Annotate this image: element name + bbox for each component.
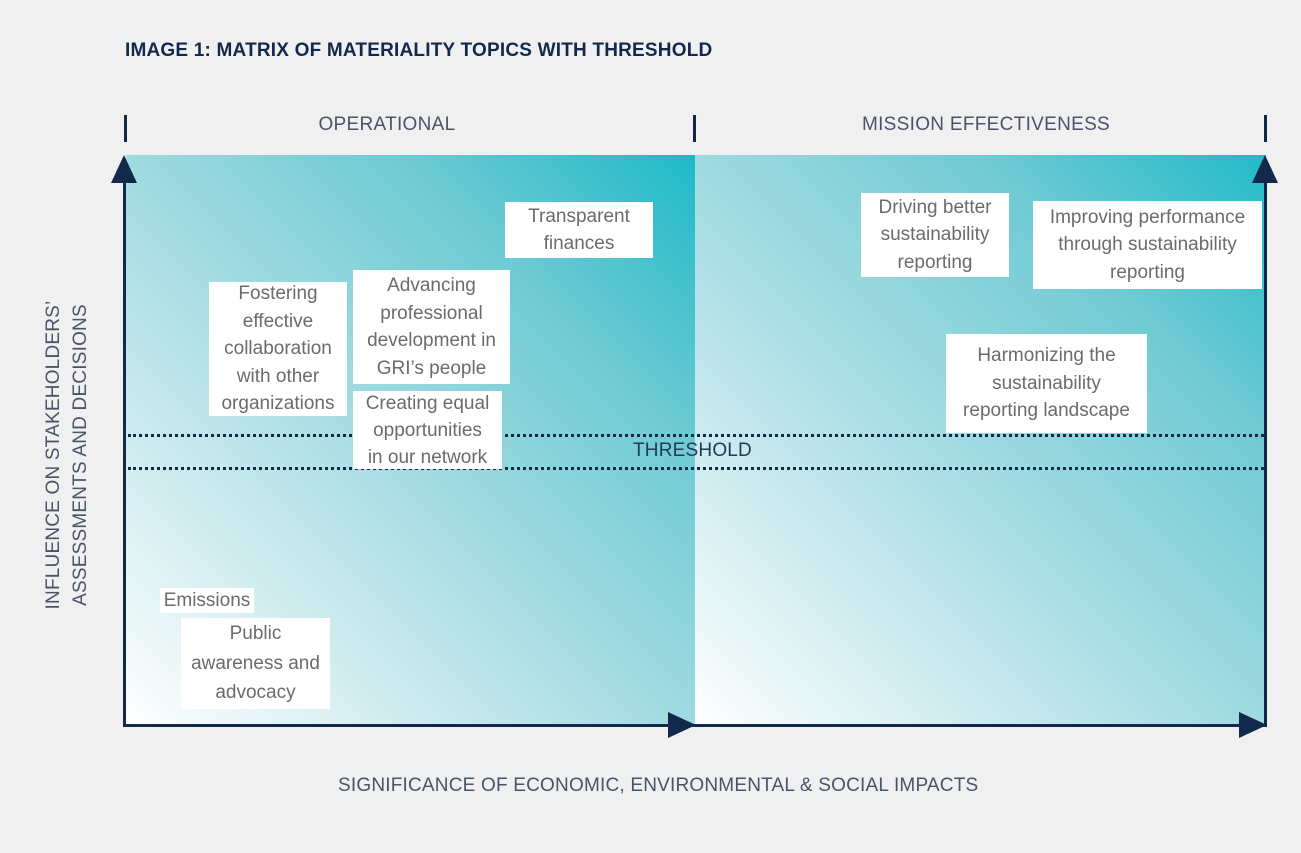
section-label-operational: OPERATIONAL [318,114,456,135]
topic-creating-equal-opportunities: Creating equal opportunities in our netw… [353,391,502,469]
section-tick-right [1264,115,1267,142]
y-axis-arrow-right-icon [1252,155,1278,183]
topic-transparent-finances: Transparent finances [505,202,653,258]
threshold-line-lower [128,467,1264,470]
y-axis-arrow-left-icon [111,155,137,183]
x-axis-arrow-middle-icon [668,712,696,738]
threshold-label: THRESHOLD [633,440,752,461]
diagram-title: IMAGE 1: MATRIX OF MATERIALITY TOPICS WI… [125,40,713,61]
topic-emissions: Emissions [160,588,254,613]
x-axis-label: SIGNIFICANCE OF ECONOMIC, ENVIRONMENTAL … [338,775,979,796]
topic-fostering-collaboration: Fostering effective collaboration with o… [209,282,347,416]
y-axis-line-right [1264,170,1267,727]
topic-harmonizing-landscape: Harmonizing the sustainability reporting… [946,334,1147,433]
section-tick-left [124,115,127,142]
section-label-mission-effectiveness: MISSION EFFECTIVENESS [861,114,1111,135]
topic-driving-better-reporting: Driving better sustainability reporting [861,193,1009,277]
y-axis-line-left [123,170,126,727]
threshold-line-upper [128,434,1264,437]
y-axis-label: INFLUENCE ON STAKEHOLDERS’ ASSESSMENTS A… [43,300,91,610]
topic-advancing-professional-development: Advancing professional development in GR… [353,270,510,384]
section-tick-middle [693,115,696,142]
topic-public-awareness: Public awareness and advocacy [181,618,330,709]
topic-improving-performance: Improving performance through sustainabi… [1033,201,1262,289]
x-axis-arrow-right-icon [1239,712,1267,738]
